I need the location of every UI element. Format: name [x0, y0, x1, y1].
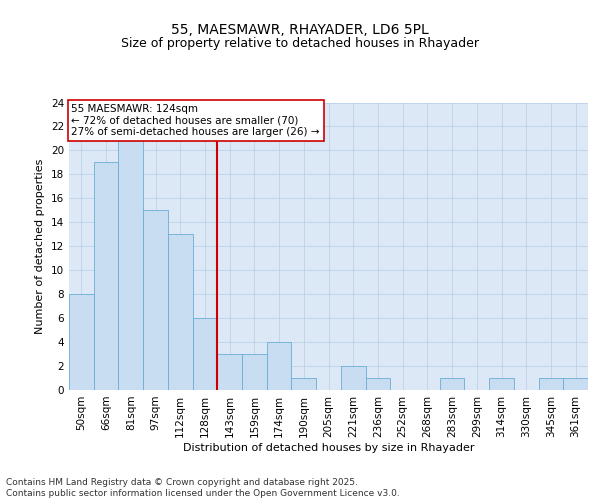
Bar: [440, 378, 464, 390]
Text: 55, MAESMAWR, RHAYADER, LD6 5PL: 55, MAESMAWR, RHAYADER, LD6 5PL: [171, 22, 429, 36]
Bar: [539, 378, 563, 390]
Bar: [242, 354, 267, 390]
Bar: [292, 378, 316, 390]
Bar: [365, 378, 390, 390]
Bar: [94, 162, 118, 390]
Bar: [168, 234, 193, 390]
Bar: [69, 294, 94, 390]
Text: Size of property relative to detached houses in Rhayader: Size of property relative to detached ho…: [121, 38, 479, 51]
Bar: [143, 210, 168, 390]
Bar: [217, 354, 242, 390]
X-axis label: Distribution of detached houses by size in Rhayader: Distribution of detached houses by size …: [183, 442, 474, 452]
Bar: [118, 126, 143, 390]
Bar: [489, 378, 514, 390]
Bar: [341, 366, 365, 390]
Bar: [563, 378, 588, 390]
Bar: [193, 318, 217, 390]
Text: 55 MAESMAWR: 124sqm
← 72% of detached houses are smaller (70)
27% of semi-detach: 55 MAESMAWR: 124sqm ← 72% of detached ho…: [71, 104, 320, 137]
Text: Contains HM Land Registry data © Crown copyright and database right 2025.
Contai: Contains HM Land Registry data © Crown c…: [6, 478, 400, 498]
Y-axis label: Number of detached properties: Number of detached properties: [35, 158, 46, 334]
Bar: [267, 342, 292, 390]
